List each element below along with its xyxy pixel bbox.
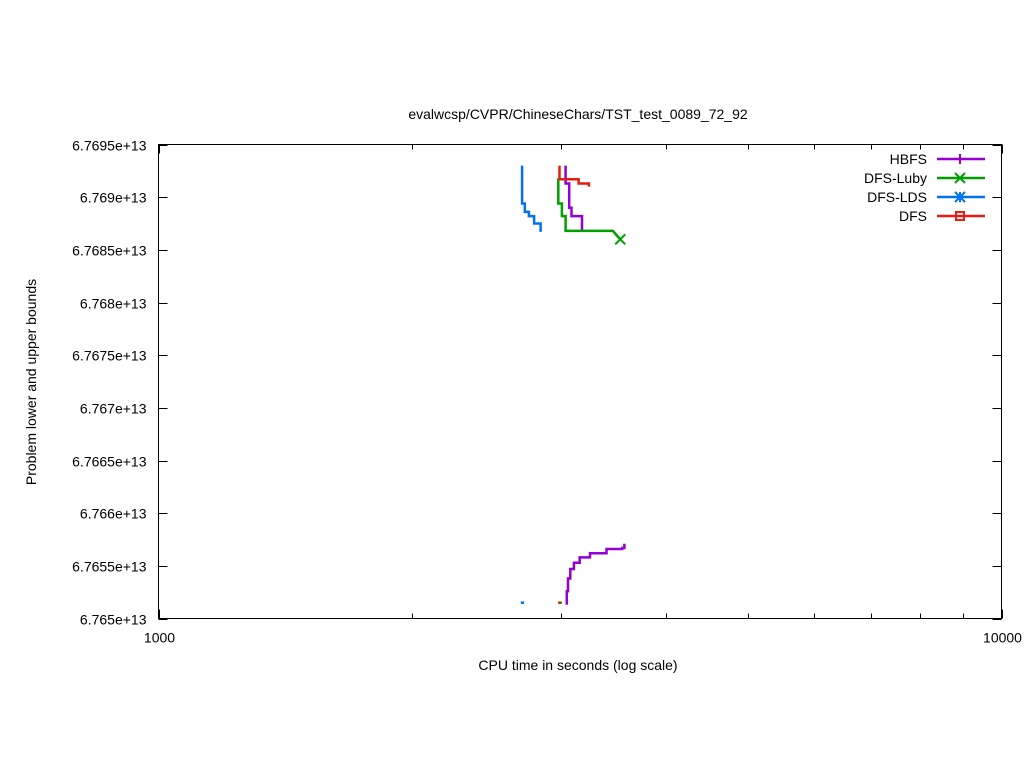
legend-label: DFS-LDS — [867, 189, 927, 205]
y-tick-label: 6.7695e+13 — [72, 138, 147, 154]
y-axis: 6.765e+13 6.7655e+13 6.766e+13 6.7665e+13 6.… — [72, 138, 1002, 628]
x-axis: 1000 10000 — [144, 144, 1022, 646]
marker-stroke — [955, 211, 965, 221]
series-line-upper — [557, 178, 622, 241]
legend-label: DFS — [899, 208, 927, 224]
legend-label: HBFS — [890, 151, 927, 167]
x-tick-label: 1000 — [144, 630, 175, 646]
series-line-upper — [564, 165, 584, 231]
y-tick-label: 6.766e+13 — [80, 506, 147, 522]
x-axis-title: CPU time in seconds (log scale) — [478, 657, 677, 673]
x-tick-label: 10000 — [983, 630, 1022, 646]
series-layer — [520, 165, 626, 605]
chart-title: evalwcsp/CVPR/ChineseChars/TST_test_0089… — [408, 106, 748, 122]
y-tick-label: 6.769e+13 — [80, 190, 147, 206]
marker-stroke — [614, 233, 626, 246]
y-tick-label: 6.765e+13 — [80, 612, 147, 628]
data-point-marker — [614, 233, 626, 246]
y-tick-label: 6.7675e+13 — [72, 348, 147, 364]
y-tick-label: 6.767e+13 — [80, 401, 147, 417]
y-tick-label: 6.7655e+13 — [72, 559, 147, 575]
marker-stroke — [954, 191, 966, 203]
marker-stroke — [954, 172, 966, 184]
y-tick-label: 6.7665e+13 — [72, 454, 147, 470]
series-line-lower — [565, 543, 626, 605]
y-tick-label: 6.7685e+13 — [72, 243, 147, 259]
series-hbfs — [564, 165, 626, 605]
legend-marker — [955, 154, 965, 164]
series-line-upper — [520, 165, 542, 232]
legend-marker — [955, 211, 965, 221]
y-tick-label: 6.768e+13 — [80, 296, 147, 312]
y-axis-title: Problem lower and upper bounds — [23, 279, 39, 485]
series-dfs — [558, 165, 591, 604]
legend-marker — [954, 191, 966, 203]
legend-label: DFS-Luby — [864, 170, 927, 186]
legend-marker — [954, 172, 966, 184]
plot-frame — [158, 144, 1002, 619]
legend: HBFS DFS-Luby DFS-LDS DFS — [864, 151, 985, 224]
series-dfs-lds — [520, 165, 542, 604]
series-line-upper — [558, 165, 591, 187]
